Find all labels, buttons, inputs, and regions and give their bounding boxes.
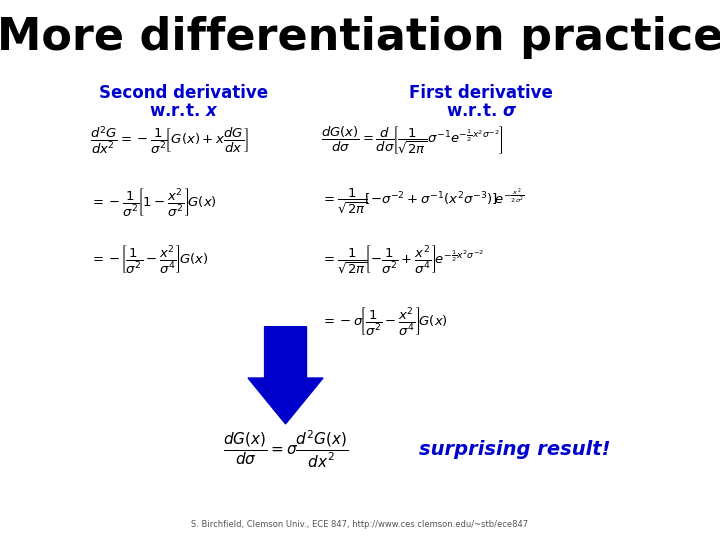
Text: Second derivative: Second derivative: [99, 84, 268, 102]
Text: First derivative: First derivative: [410, 84, 553, 102]
Text: surprising result!: surprising result!: [419, 440, 611, 459]
Text: More differentiation practice: More differentiation practice: [0, 16, 720, 59]
Text: $= -\dfrac{1}{\sigma^2}\!\left[1 - \dfrac{x^2}{\sigma^2}\right]\!G(x)$: $= -\dfrac{1}{\sigma^2}\!\left[1 - \dfra…: [90, 186, 217, 218]
Polygon shape: [248, 327, 323, 424]
Text: $= \dfrac{1}{\sqrt{2\pi}}\!\left[-\dfrac{1}{\sigma^2} + \dfrac{x^2}{\sigma^4}\ri: $= \dfrac{1}{\sqrt{2\pi}}\!\left[-\dfrac…: [321, 243, 485, 275]
Text: S. Birchfield, Clemson Univ., ECE 847, http://www.ces.clemson.edu/~stb/ece847: S. Birchfield, Clemson Univ., ECE 847, h…: [192, 520, 528, 529]
Text: $\dfrac{dG(x)}{d\sigma} = \sigma\dfrac{d^2G(x)}{dx^2}$: $\dfrac{dG(x)}{d\sigma} = \sigma\dfrac{d…: [222, 429, 348, 470]
Text: $\dfrac{d^2G}{dx^2} = -\dfrac{1}{\sigma^2}\!\left[G(x) + x\dfrac{dG}{dx}\right]$: $\dfrac{d^2G}{dx^2} = -\dfrac{1}{\sigma^…: [90, 124, 249, 156]
Text: $= -\sigma\!\left[\dfrac{1}{\sigma^2} - \dfrac{x^2}{\sigma^4}\right]\!G(x)$: $= -\sigma\!\left[\dfrac{1}{\sigma^2} - …: [321, 305, 449, 337]
Text: w.r.t. $\boldsymbol{\sigma}$: w.r.t. $\boldsymbol{\sigma}$: [446, 102, 517, 119]
Text: w.r.t. $\bfit{x}$: w.r.t. $\bfit{x}$: [149, 102, 218, 119]
Text: $= -\!\left[\dfrac{1}{\sigma^2} - \dfrac{x^2}{\sigma^4}\right]\!G(x)$: $= -\!\left[\dfrac{1}{\sigma^2} - \dfrac…: [90, 243, 208, 275]
Text: $= \dfrac{1}{\sqrt{2\pi}}\!\left[-\sigma^{-2} + \sigma^{-1}(x^2\sigma^{-3})\righ: $= \dfrac{1}{\sqrt{2\pi}}\!\left[-\sigma…: [321, 186, 525, 216]
Text: $\dfrac{dG(x)}{d\sigma} = \dfrac{d}{d\sigma}\!\left[\dfrac{1}{\sqrt{2\pi}}\sigma: $\dfrac{dG(x)}{d\sigma} = \dfrac{d}{d\si…: [321, 124, 504, 156]
